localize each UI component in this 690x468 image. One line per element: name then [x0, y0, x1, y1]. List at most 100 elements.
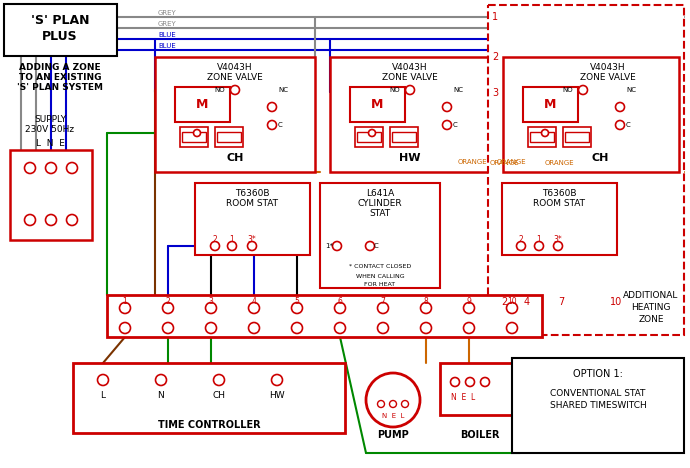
Circle shape	[25, 214, 35, 226]
Circle shape	[248, 322, 259, 334]
Circle shape	[377, 401, 384, 408]
Circle shape	[335, 302, 346, 314]
Text: L: L	[101, 390, 106, 400]
Text: NC: NC	[626, 87, 636, 93]
Circle shape	[420, 322, 431, 334]
Circle shape	[206, 302, 217, 314]
Circle shape	[213, 374, 224, 386]
Text: NC: NC	[453, 87, 463, 93]
Text: 6: 6	[337, 297, 342, 306]
Text: ORANGE: ORANGE	[457, 159, 487, 165]
Circle shape	[248, 302, 259, 314]
Circle shape	[542, 130, 549, 137]
Circle shape	[420, 302, 431, 314]
Circle shape	[535, 241, 544, 250]
Text: C: C	[374, 243, 379, 249]
Text: NO: NO	[215, 87, 225, 93]
Text: NO: NO	[562, 87, 573, 93]
Circle shape	[366, 373, 420, 427]
Circle shape	[155, 374, 166, 386]
Circle shape	[464, 322, 475, 334]
Bar	[182, 132, 206, 142]
Bar	[320, 183, 440, 288]
Circle shape	[46, 162, 57, 174]
Text: C: C	[626, 122, 631, 128]
Text: 10: 10	[610, 297, 622, 307]
Circle shape	[66, 162, 77, 174]
Circle shape	[228, 241, 237, 250]
Text: C: C	[278, 122, 283, 128]
Text: ROOM STAT: ROOM STAT	[226, 198, 278, 207]
Text: FOR HEAT: FOR HEAT	[364, 283, 395, 287]
Text: NC: NC	[278, 87, 288, 93]
Circle shape	[377, 322, 388, 334]
Circle shape	[163, 322, 173, 334]
Bar	[10, 150, 92, 240]
Text: 4: 4	[524, 297, 530, 307]
Bar	[180, 127, 208, 147]
Circle shape	[615, 102, 624, 111]
Text: ADDITIONAL: ADDITIONAL	[623, 291, 679, 300]
Circle shape	[466, 378, 475, 387]
Text: V4043H: V4043H	[392, 63, 428, 72]
Bar	[390, 127, 418, 147]
Text: 8: 8	[424, 297, 428, 306]
Circle shape	[506, 302, 518, 314]
Circle shape	[480, 378, 489, 387]
Circle shape	[66, 214, 77, 226]
Bar	[392, 132, 416, 142]
Text: 4: 4	[252, 297, 257, 306]
Text: N  E  L: N E L	[451, 394, 475, 402]
Bar	[107, 295, 542, 337]
Bar	[357, 132, 381, 142]
Circle shape	[268, 120, 277, 130]
Text: 2: 2	[166, 297, 170, 306]
Text: ORANGE: ORANGE	[545, 160, 575, 166]
Circle shape	[25, 162, 35, 174]
Bar	[355, 127, 383, 147]
Bar	[530, 132, 554, 142]
Text: ZONE: ZONE	[638, 314, 664, 323]
Text: HW: HW	[400, 153, 421, 163]
Circle shape	[268, 102, 277, 111]
Text: ADDING A ZONE: ADDING A ZONE	[19, 64, 101, 73]
Bar	[73, 363, 345, 433]
Text: ZONE VALVE: ZONE VALVE	[207, 73, 263, 81]
Circle shape	[578, 86, 587, 95]
Circle shape	[291, 322, 302, 334]
Text: T6360B: T6360B	[235, 189, 269, 197]
Circle shape	[206, 322, 217, 334]
Text: CH: CH	[591, 153, 609, 163]
Text: HW: HW	[269, 390, 285, 400]
Text: 7: 7	[381, 297, 386, 306]
Bar	[440, 363, 520, 415]
Text: TO AN EXISTING: TO AN EXISTING	[19, 73, 101, 82]
Text: 1: 1	[230, 235, 235, 244]
Text: M: M	[544, 97, 556, 110]
Text: * CONTACT CLOSED: * CONTACT CLOSED	[349, 264, 411, 270]
Circle shape	[402, 401, 408, 408]
Text: 1*: 1*	[325, 243, 333, 249]
Circle shape	[442, 120, 451, 130]
Text: CONVENTIONAL STAT: CONVENTIONAL STAT	[551, 388, 646, 397]
Text: 2: 2	[501, 297, 507, 307]
Text: SUPPLY: SUPPLY	[34, 116, 66, 124]
Text: NO: NO	[389, 87, 400, 93]
Bar	[217, 132, 241, 142]
Circle shape	[615, 120, 624, 130]
Text: 'S' PLAN: 'S' PLAN	[31, 14, 89, 27]
Circle shape	[210, 241, 219, 250]
Bar	[502, 183, 617, 255]
Bar	[195, 183, 310, 255]
Text: BOILER: BOILER	[460, 430, 500, 440]
Text: STAT: STAT	[369, 209, 391, 218]
Circle shape	[335, 322, 346, 334]
Text: L  N  E: L N E	[36, 139, 64, 147]
Text: GREY: GREY	[158, 10, 177, 16]
Circle shape	[271, 374, 282, 386]
Text: N  E  L: N E L	[382, 413, 404, 419]
Text: 5: 5	[295, 297, 299, 306]
Text: M: M	[196, 97, 208, 110]
Circle shape	[333, 241, 342, 250]
Bar	[565, 132, 589, 142]
